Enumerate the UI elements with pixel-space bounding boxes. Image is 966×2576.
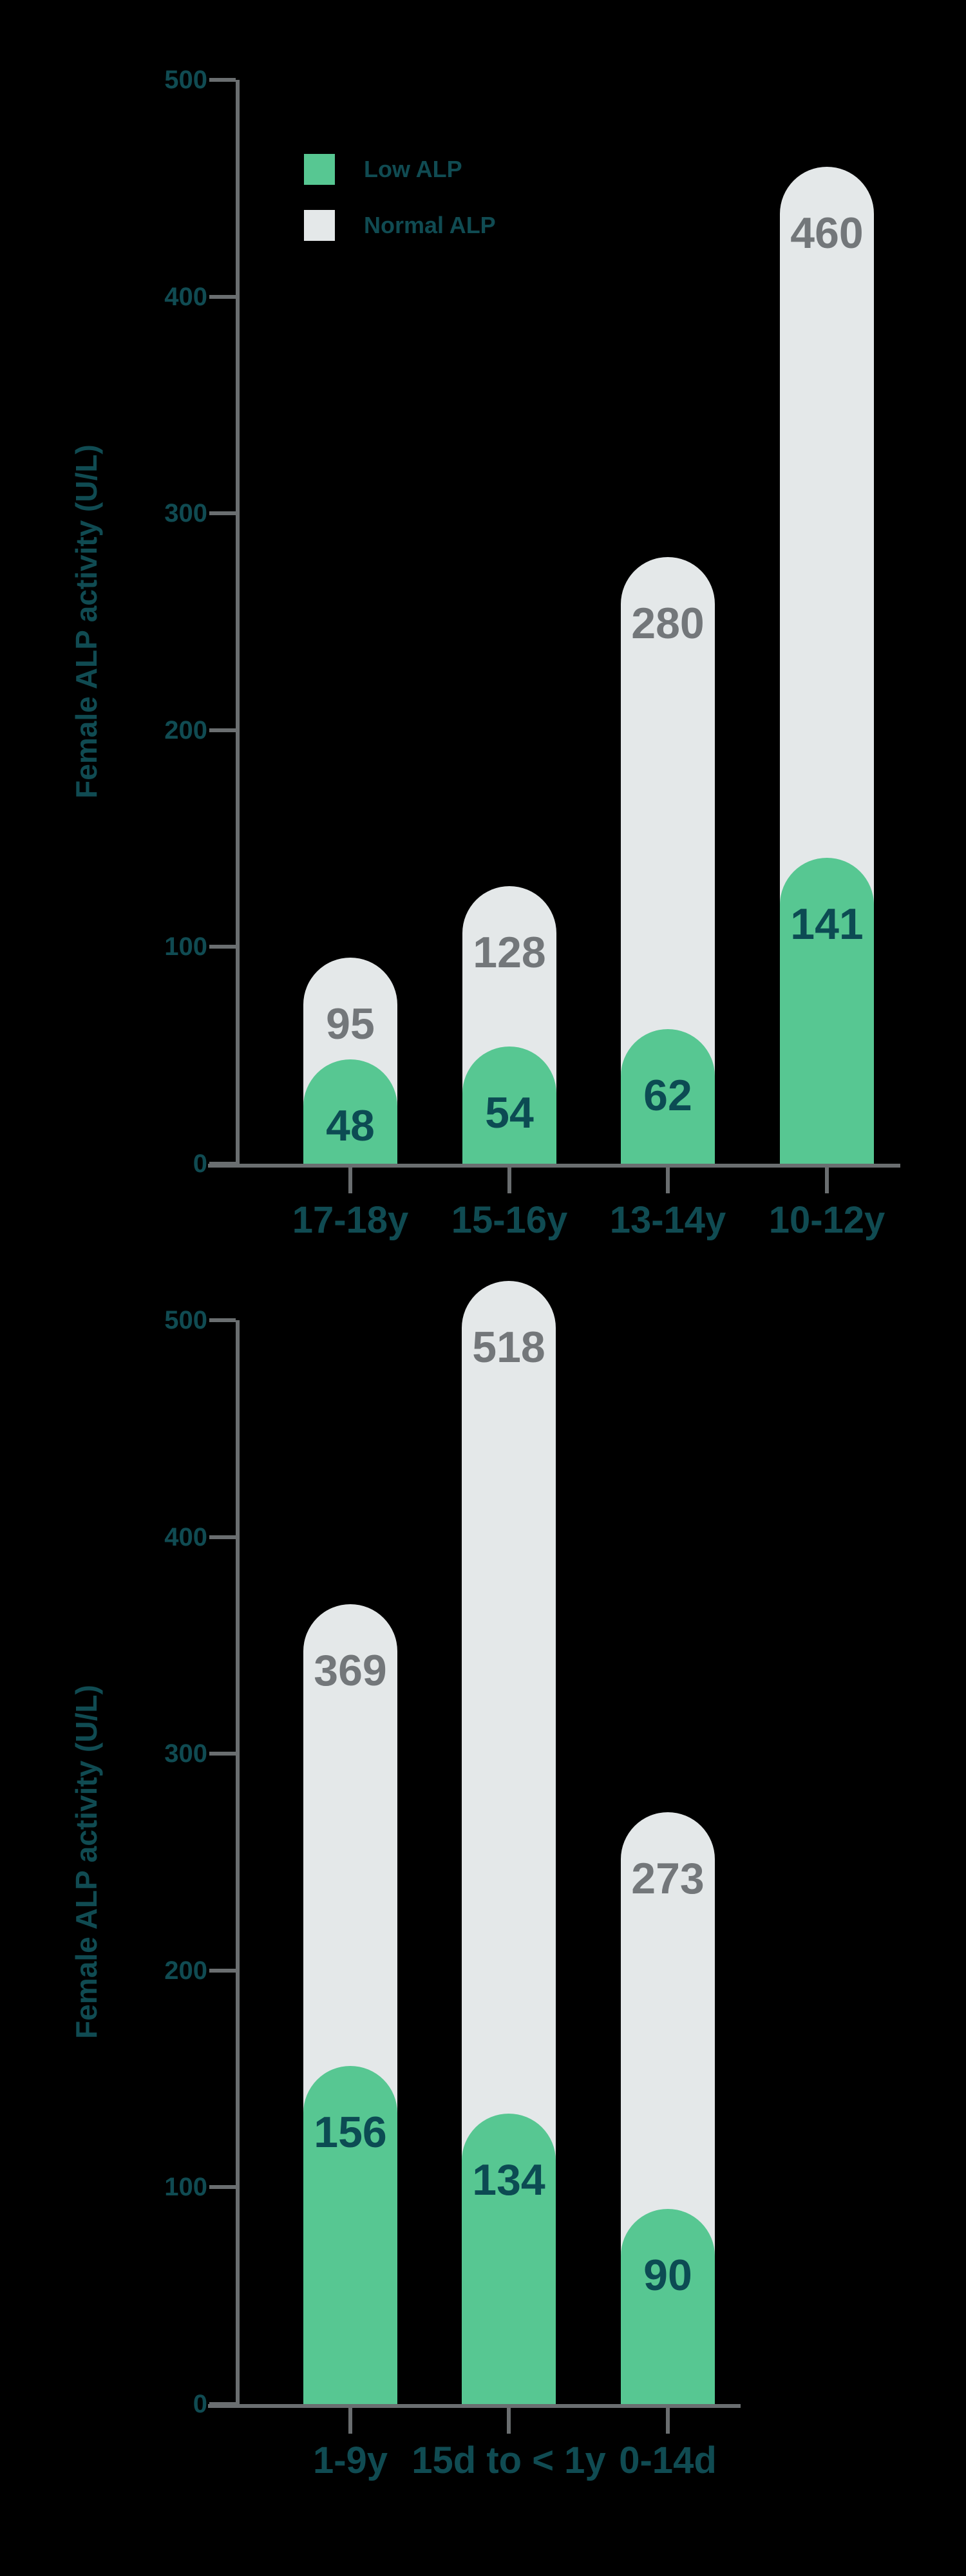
- value-label-normal-alp: 128: [473, 928, 546, 978]
- value-label-low-alp: 134: [472, 2155, 545, 2204]
- legend-swatch-normal-alp: [304, 210, 335, 241]
- value-label-normal-alp: 273: [631, 1854, 705, 1904]
- category-label: 15d to < 1y: [412, 2439, 606, 2481]
- y-tick-mark: [209, 78, 236, 82]
- y-axis-title-top-chart: Female ALP activity (U/L): [70, 444, 103, 799]
- bar-low-alp: [621, 2209, 715, 2404]
- bar-low-alp: [462, 1046, 556, 1164]
- y-axis-line: [236, 1320, 240, 2408]
- y-tick-label: 300: [164, 499, 207, 528]
- x-tick-mark: [348, 1168, 352, 1193]
- y-tick-mark: [209, 294, 236, 299]
- bar-low-alp: [621, 1029, 715, 1164]
- bar-low-alp: [303, 2065, 397, 2404]
- value-label-low-alp: 141: [790, 900, 864, 949]
- y-tick-label: 200: [164, 715, 207, 744]
- y-tick-label: 0: [193, 2390, 207, 2418]
- y-tick-label: 100: [164, 2173, 207, 2202]
- category-label: 10-12y: [768, 1199, 886, 1241]
- x-tick-mark: [507, 1168, 511, 1193]
- y-tick-label: 0: [193, 1150, 207, 1178]
- value-label-low-alp: 156: [314, 2107, 387, 2157]
- y-tick-label: 100: [164, 933, 207, 961]
- category-label: 15-16y: [451, 1199, 568, 1241]
- y-axis-title-bottom-chart: Female ALP activity (U/L): [70, 1685, 103, 2039]
- y-tick-label: 200: [164, 1956, 207, 1985]
- value-label-normal-alp: 460: [790, 208, 864, 258]
- value-label-normal-alp: 95: [326, 999, 375, 1049]
- y-axis-line: [236, 80, 240, 1168]
- x-tick-mark: [666, 1168, 670, 1193]
- category-label: 1-9y: [312, 2439, 388, 2481]
- bar-low-alp: [780, 858, 874, 1164]
- y-tick-mark: [209, 1318, 236, 1322]
- y-tick-label: 300: [164, 1739, 207, 1768]
- x-axis-line: [208, 2404, 741, 2408]
- y-tick-mark: [209, 945, 236, 949]
- category-label: 17-18y: [292, 1199, 409, 1241]
- x-tick-mark: [507, 2408, 511, 2434]
- x-tick-mark: [666, 2408, 670, 2434]
- y-tick-mark: [209, 1968, 236, 1973]
- y-tick-mark: [209, 1162, 236, 1166]
- x-tick-mark: [825, 1168, 829, 1193]
- category-label: 13-14y: [609, 1199, 726, 1241]
- y-tick-label: 400: [164, 1522, 207, 1551]
- legend-swatch-low-alp: [304, 154, 335, 185]
- value-label-normal-alp: 280: [631, 598, 705, 648]
- legend-label-low-alp: Low ALP: [364, 156, 462, 182]
- y-tick-mark: [209, 728, 236, 732]
- value-label-low-alp: 62: [643, 1071, 692, 1121]
- y-tick-mark: [209, 511, 236, 516]
- value-label-low-alp: 48: [326, 1101, 375, 1151]
- y-tick-mark: [209, 2185, 236, 2190]
- category-label: 0-14d: [619, 2439, 717, 2481]
- bar-low-alp: [462, 2113, 556, 2404]
- x-axis-line: [208, 1164, 900, 1168]
- y-tick-label: 400: [164, 282, 207, 311]
- y-tick-mark: [209, 2402, 236, 2406]
- legend-label-normal-alp: Normal ALP: [364, 212, 496, 238]
- y-tick-mark: [209, 1752, 236, 1756]
- value-label-low-alp: 90: [643, 2251, 692, 2300]
- value-label-normal-alp: 518: [472, 1323, 545, 1372]
- y-tick-label: 500: [164, 1306, 207, 1334]
- x-tick-mark: [348, 2408, 352, 2434]
- y-tick-mark: [209, 1535, 236, 1539]
- bar-low-alp: [303, 1059, 397, 1164]
- value-label-low-alp: 54: [485, 1088, 534, 1138]
- value-label-normal-alp: 369: [314, 1645, 387, 1695]
- y-tick-label: 500: [164, 66, 207, 94]
